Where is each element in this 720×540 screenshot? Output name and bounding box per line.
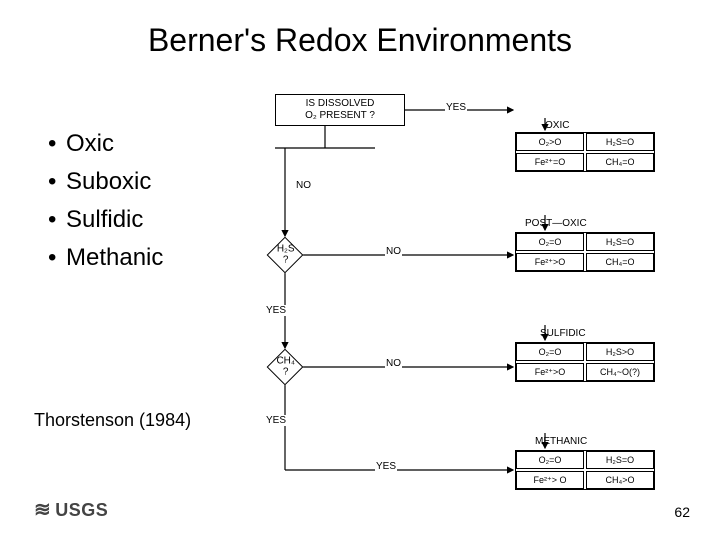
list-item: •Sulfidic: [48, 206, 163, 234]
slide-title: Berner's Redox Environments: [0, 22, 720, 59]
env-cell: CH₄=O: [586, 253, 654, 271]
yes-label: YES: [445, 102, 467, 113]
bullet-label: Suboxic: [66, 168, 151, 195]
env-cell: Fe²⁺>O: [516, 363, 584, 381]
env-cell: O₂>O: [516, 133, 584, 151]
env-name-postoxic: POST—OXIC: [525, 218, 587, 229]
no-label: NO: [295, 180, 312, 191]
env-cell: CH₄~O(?): [586, 363, 654, 381]
yes-label: YES: [265, 305, 287, 316]
start-box-text: IS DISSOLVED O₂ PRESENT ?: [305, 98, 375, 122]
flow-start-box: IS DISSOLVED O₂ PRESENT ?: [275, 94, 405, 126]
bullet-label: Methanic: [66, 244, 163, 271]
env-cell: O₂=O: [516, 233, 584, 251]
diamond-label: CH₄ ?: [274, 355, 298, 377]
env-cell: Fe²⁺>O: [516, 253, 584, 271]
logo-label: USGS: [55, 500, 108, 520]
env-name-oxic: OXIC: [545, 120, 569, 131]
flowchart: IS DISSOLVED O₂ PRESENT ? YES NO H₂S ? N…: [245, 90, 705, 530]
env-box-methanic: O₂=O H₂S=O Fe²⁺> O CH₄>O: [515, 450, 655, 490]
env-box-oxic: O₂>O H₂S=O Fe²⁺=O CH₄=O: [515, 132, 655, 172]
env-cell: Fe²⁺> O: [516, 471, 584, 489]
list-item: •Oxic: [48, 130, 163, 158]
diamond-label: H₂S ?: [274, 243, 298, 265]
bullet-label: Oxic: [66, 130, 114, 157]
yes-label: YES: [375, 461, 397, 472]
env-cell: H₂S=O: [586, 451, 654, 469]
env-cell: H₂S=O: [586, 233, 654, 251]
env-name-sulfidic: SULFIDIC: [540, 328, 586, 339]
env-cell: CH₄=O: [586, 153, 654, 171]
citation-text: Thorstenson (1984): [34, 410, 191, 431]
env-name-methanic: METHANIC: [535, 436, 587, 447]
no-label: NO: [385, 246, 402, 257]
no-label: NO: [385, 358, 402, 369]
env-cell: H₂S>O: [586, 343, 654, 361]
env-box-sulfidic: O₂=O H₂S>O Fe²⁺>O CH₄~O(?): [515, 342, 655, 382]
env-cell: O₂=O: [516, 343, 584, 361]
usgs-logo: ≋USGS: [34, 497, 108, 522]
wave-icon: ≋: [34, 499, 51, 521]
env-box-postoxic: O₂=O H₂S=O Fe²⁺>O CH₄=O: [515, 232, 655, 272]
env-cell: CH₄>O: [586, 471, 654, 489]
list-item: •Suboxic: [48, 168, 163, 196]
list-item: •Methanic: [48, 244, 163, 272]
bullet-list: •Oxic •Suboxic •Sulfidic •Methanic: [48, 130, 163, 282]
env-cell: H₂S=O: [586, 133, 654, 151]
env-cell: O₂=O: [516, 451, 584, 469]
yes-label: YES: [265, 415, 287, 426]
bullet-label: Sulfidic: [66, 206, 143, 233]
env-cell: Fe²⁺=O: [516, 153, 584, 171]
